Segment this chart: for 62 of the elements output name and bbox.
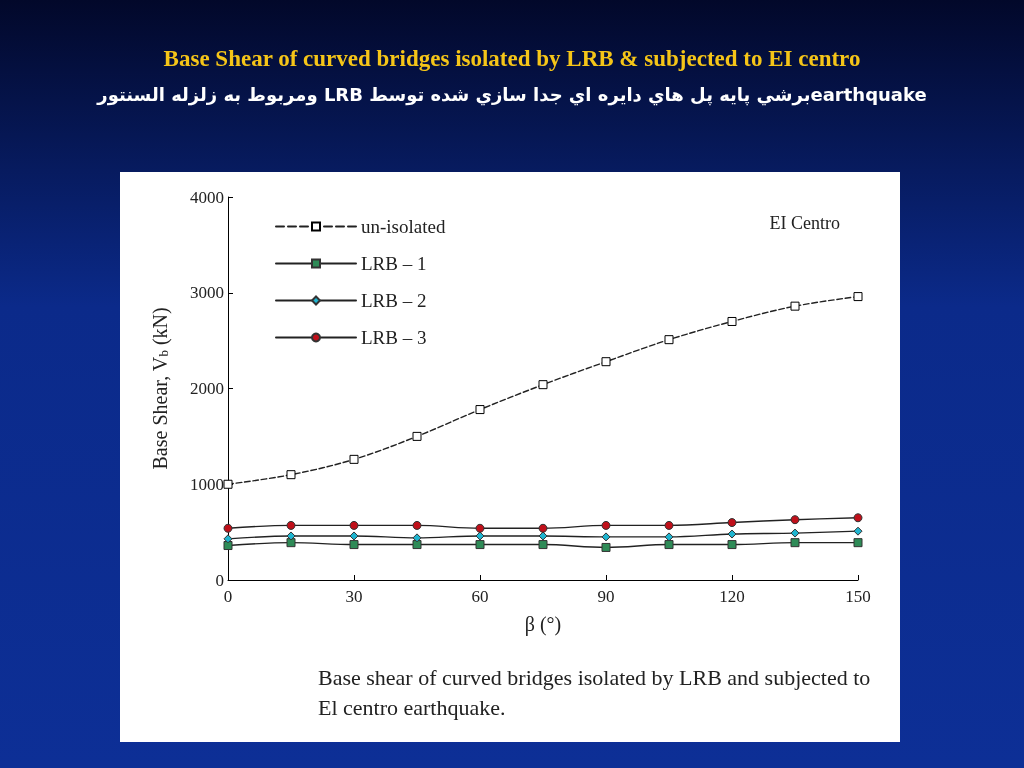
point xyxy=(349,531,359,541)
y-tick-label: 0 xyxy=(215,570,224,590)
point xyxy=(601,532,611,542)
legend-label: un-isolated xyxy=(361,216,446,237)
point xyxy=(349,520,359,530)
point xyxy=(727,529,737,539)
legend-label: LRB – 1 xyxy=(361,253,427,274)
point xyxy=(538,380,548,390)
point xyxy=(223,541,233,551)
point xyxy=(853,513,863,523)
point xyxy=(601,542,611,552)
point xyxy=(286,470,296,480)
x-tick-label: 150 xyxy=(845,587,871,606)
x-tick-label: 60 xyxy=(471,587,489,606)
point xyxy=(412,431,422,441)
point xyxy=(223,479,233,489)
y-tick-label: 4000 xyxy=(190,187,224,207)
point xyxy=(790,301,800,311)
chart-subtitle: earthquakeبرشي پايه پل هاي دايره اي جدا سازي شده توسط LRB ومربوط به زلزله السنتور xyxy=(95,83,928,108)
point xyxy=(538,540,548,550)
point xyxy=(475,523,485,533)
point xyxy=(223,534,233,544)
point xyxy=(349,454,359,464)
legend-label: LRB – 3 xyxy=(361,327,427,348)
point xyxy=(664,520,674,530)
point xyxy=(601,520,611,530)
point xyxy=(286,538,296,548)
y-tick-label: 2000 xyxy=(190,379,224,398)
y-axis-title: Base Shear, Vb (kN) xyxy=(148,307,172,470)
point xyxy=(853,292,863,302)
chart-title: Base Shear of curved bridges isolated by LRB & subjected to EI centro xyxy=(162,46,862,72)
point xyxy=(538,523,548,533)
point xyxy=(727,540,737,550)
x-tick-label: 30 xyxy=(345,587,363,606)
point xyxy=(664,532,674,542)
point xyxy=(601,357,611,367)
point xyxy=(727,316,737,326)
point xyxy=(664,335,674,345)
point xyxy=(412,533,422,543)
point xyxy=(790,528,800,538)
point xyxy=(790,515,800,525)
annotation: EI Centro xyxy=(769,213,840,233)
x-tick-label: 90 xyxy=(597,587,615,606)
point xyxy=(790,538,800,548)
point xyxy=(727,518,737,528)
point xyxy=(412,520,422,530)
point xyxy=(853,526,863,536)
point xyxy=(664,540,674,550)
legend-label: LRB – 2 xyxy=(361,290,427,311)
x-axis-title: β (°) xyxy=(524,613,562,636)
text: Base shear of curved bridges isolated by LRB and subjected to El centro earthquake. xyxy=(318,664,876,720)
y-tick-label: 3000 xyxy=(190,283,224,303)
y-tick-label: 1000 xyxy=(190,474,224,494)
point xyxy=(475,540,485,550)
point xyxy=(223,523,233,533)
point xyxy=(475,405,485,415)
point xyxy=(853,538,863,548)
point xyxy=(412,540,422,550)
x-tick-label: 120 xyxy=(719,587,745,606)
point xyxy=(286,531,296,541)
point xyxy=(349,540,359,550)
point xyxy=(286,520,296,530)
